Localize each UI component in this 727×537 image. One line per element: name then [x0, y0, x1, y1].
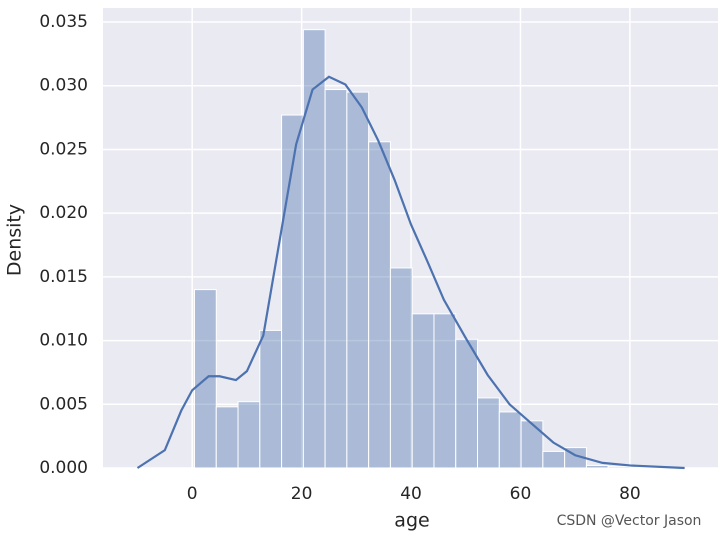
x-tick-label: 20 — [291, 484, 313, 504]
y-axis-label: Density — [4, 204, 26, 276]
histogram-bar — [259, 329, 283, 469]
histogram-bar — [498, 411, 522, 469]
x-tick-label: 80 — [619, 484, 641, 504]
x-axis-label: age — [394, 510, 429, 532]
histogram-bar — [346, 91, 370, 469]
histogram-bar — [389, 267, 413, 469]
y-tick-label: 0.025 — [39, 139, 88, 159]
x-tick-label: 60 — [510, 484, 532, 504]
y-tick-label: 0.005 — [39, 394, 88, 414]
histogram-bar — [215, 406, 239, 469]
watermark: CSDN @Vector Jason — [557, 513, 702, 529]
x-tick-label: 0 — [187, 484, 198, 504]
histogram-bar — [542, 450, 566, 469]
kde-line — [136, 75, 685, 470]
histogram-bar — [302, 29, 326, 469]
histogram-bar — [477, 397, 500, 469]
histogram-bar — [607, 466, 631, 469]
histogram-bar — [520, 420, 544, 469]
y-tick-label: 0.000 — [39, 458, 88, 478]
y-tick-label: 0.030 — [39, 76, 88, 96]
histogram-bar — [237, 401, 261, 469]
y-tick-label: 0.010 — [39, 331, 88, 351]
y-tick-label: 0.015 — [39, 267, 88, 287]
histogram-bar — [411, 313, 435, 469]
histogram-bar — [368, 141, 391, 469]
y-tick-label: 0.020 — [39, 203, 88, 223]
histogram-bar — [455, 338, 479, 469]
y-tick-label: 0.035 — [39, 12, 88, 32]
histogram-bar — [585, 464, 609, 469]
histogram-bar — [433, 313, 457, 469]
histogram-bar — [324, 89, 348, 469]
x-tick-label: 40 — [400, 484, 422, 504]
